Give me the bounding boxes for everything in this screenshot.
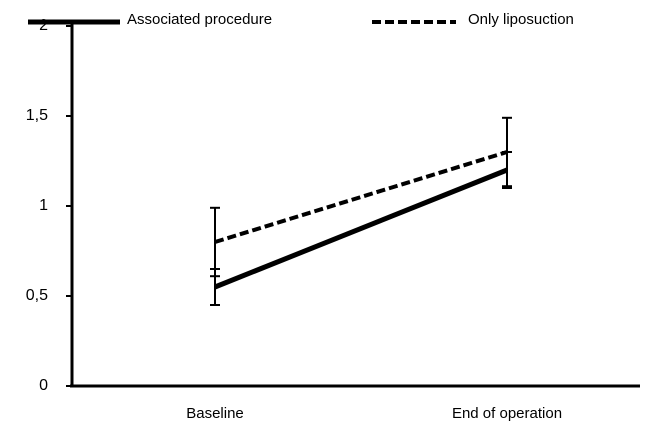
y-tick-label: 0 — [39, 377, 48, 394]
x-tick-label: End of operation — [452, 405, 562, 422]
legend-label: Associated procedure — [127, 11, 272, 28]
y-tick-label: 1,5 — [26, 107, 48, 124]
y-tick-label: 2 — [39, 17, 48, 34]
error-bar — [502, 116, 512, 188]
y-tick-label: 1 — [39, 197, 48, 214]
series-line — [214, 150, 508, 244]
legend-label: Only liposuction — [468, 11, 574, 28]
x-tick-label: Baseline — [186, 405, 244, 422]
series-line — [214, 167, 508, 290]
error-bar — [210, 206, 220, 278]
y-tick-label: 0,5 — [26, 287, 48, 304]
